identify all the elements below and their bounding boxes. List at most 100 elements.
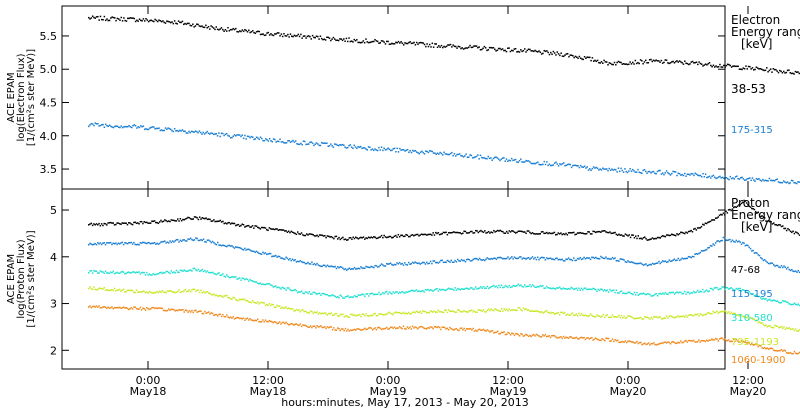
- data-point: [153, 126, 155, 128]
- data-point: [564, 311, 566, 314]
- data-point: [609, 340, 611, 342]
- data-point: [575, 259, 578, 262]
- data-point: [798, 181, 800, 183]
- data-point: [118, 272, 121, 274]
- data-point: [212, 133, 215, 136]
- data-point: [707, 176, 709, 178]
- data-point: [615, 233, 618, 236]
- data-point: [371, 329, 374, 331]
- data-point: [658, 260, 660, 263]
- data-point: [415, 326, 418, 329]
- data-point: [285, 142, 288, 144]
- data-point: [347, 238, 349, 241]
- data-point: [588, 314, 591, 317]
- data-point: [151, 274, 153, 276]
- data-point: [611, 289, 614, 292]
- data-point: [107, 272, 109, 274]
- data-point: [290, 308, 293, 310]
- data-point: [353, 314, 356, 316]
- data-point: [689, 63, 691, 65]
- data-point: [181, 20, 184, 23]
- data-point: [148, 290, 151, 293]
- data-point: [735, 287, 738, 290]
- data-point: [604, 61, 607, 63]
- data-point: [458, 45, 461, 48]
- data-point: [367, 236, 370, 239]
- data-point: [262, 302, 264, 304]
- data-point: [412, 149, 414, 152]
- data-point: [362, 328, 365, 331]
- data-point: [406, 291, 409, 294]
- data-point: [218, 29, 220, 31]
- data-point: [410, 262, 412, 265]
- data-point: [516, 257, 518, 260]
- data-point: [274, 33, 276, 35]
- data-point: [538, 335, 540, 337]
- data-point: [409, 313, 411, 315]
- data-point: [121, 20, 124, 22]
- data-point: [583, 314, 585, 317]
- data-point: [318, 292, 321, 295]
- data-point: [402, 311, 405, 314]
- data-point: [665, 261, 668, 263]
- data-point: [281, 321, 283, 324]
- data-point: [624, 292, 627, 295]
- data-point: [484, 287, 486, 290]
- data-point: [90, 17, 93, 19]
- data-point: [391, 42, 393, 45]
- data-point: [97, 224, 99, 226]
- data-point: [796, 304, 798, 306]
- data-point: [509, 334, 512, 336]
- data-point: [578, 258, 580, 260]
- data-point: [689, 339, 691, 342]
- data-point: [793, 329, 796, 332]
- data-point: [646, 264, 649, 267]
- data-point: [275, 228, 277, 230]
- data-point: [602, 313, 605, 316]
- data-point: [747, 292, 749, 294]
- data-point: [235, 246, 237, 248]
- data-point: [269, 320, 272, 323]
- data-point: [278, 255, 281, 258]
- data-point: [712, 339, 714, 341]
- data-point: [386, 40, 388, 43]
- data-point: [374, 236, 376, 239]
- data-point: [650, 264, 652, 266]
- data-point: [216, 135, 219, 137]
- data-point: [308, 291, 311, 293]
- data-point: [380, 263, 383, 265]
- data-point: [766, 326, 769, 328]
- data-point: [722, 236, 725, 239]
- data-point: [129, 272, 131, 274]
- data-point: [218, 244, 220, 246]
- data-point: [436, 232, 438, 235]
- data-point: [584, 314, 587, 316]
- data-point: [232, 135, 234, 138]
- data-point: [518, 284, 521, 287]
- data-point: [686, 173, 689, 176]
- data-point: [546, 161, 548, 163]
- data-point: [168, 127, 171, 130]
- data-point: [435, 153, 437, 156]
- data-point: [183, 311, 185, 313]
- data-point: [547, 164, 549, 167]
- data-point: [494, 286, 496, 288]
- data-point: [351, 329, 353, 332]
- data-point: [213, 272, 215, 275]
- data-point: [594, 288, 597, 291]
- data-point: [266, 253, 268, 256]
- data-point: [118, 223, 121, 225]
- data-point: [516, 51, 518, 53]
- data-point: [777, 181, 780, 183]
- data-point: [201, 133, 203, 135]
- data-point: [126, 223, 129, 226]
- data-point: [272, 286, 274, 288]
- data-point: [534, 335, 536, 337]
- data-point: [664, 291, 667, 294]
- data-point: [189, 269, 192, 271]
- data-point: [169, 290, 171, 292]
- data-point: [228, 29, 231, 32]
- data-point: [235, 317, 237, 319]
- data-point: [709, 220, 712, 223]
- data-point: [596, 167, 599, 170]
